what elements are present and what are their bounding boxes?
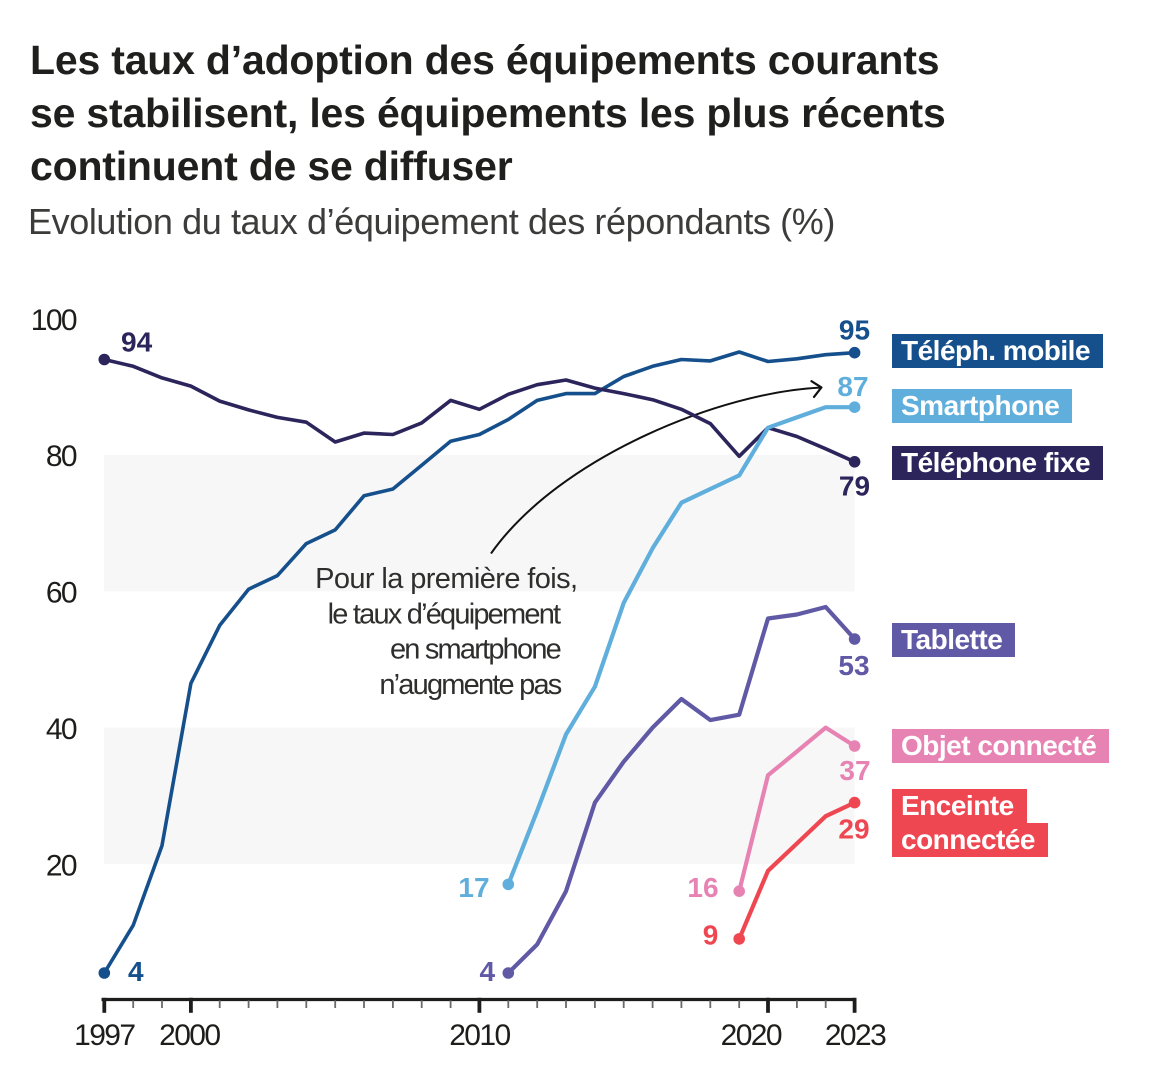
svg-text:2020: 2020: [721, 1019, 782, 1052]
svg-text:n’augmente pas: n’augmente pas: [379, 669, 561, 701]
svg-text:60: 60: [46, 577, 77, 610]
svg-text:17: 17: [458, 872, 489, 903]
svg-text:40: 40: [46, 713, 77, 746]
svg-text:37: 37: [839, 755, 870, 786]
svg-text:Pour la première fois,: Pour la première fois,: [315, 563, 577, 595]
svg-text:95: 95: [839, 315, 870, 346]
svg-text:2000: 2000: [159, 1019, 220, 1052]
svg-text:94: 94: [121, 327, 153, 358]
svg-text:20: 20: [46, 849, 77, 882]
svg-text:79: 79: [839, 471, 870, 502]
svg-text:4: 4: [128, 956, 144, 987]
svg-text:53: 53: [838, 650, 869, 681]
svg-text:en smartphone: en smartphone: [390, 634, 561, 666]
svg-text:16: 16: [687, 872, 718, 903]
svg-text:le taux d’équipement: le taux d’équipement: [328, 598, 561, 630]
svg-text:29: 29: [838, 814, 869, 845]
svg-text:80: 80: [46, 440, 77, 473]
svg-text:2010: 2010: [449, 1019, 510, 1052]
svg-text:4: 4: [480, 956, 496, 987]
svg-text:2023: 2023: [825, 1019, 886, 1052]
svg-text:100: 100: [31, 304, 77, 337]
svg-text:1997: 1997: [74, 1019, 135, 1052]
svg-text:87: 87: [837, 371, 868, 402]
svg-text:9: 9: [703, 920, 719, 951]
